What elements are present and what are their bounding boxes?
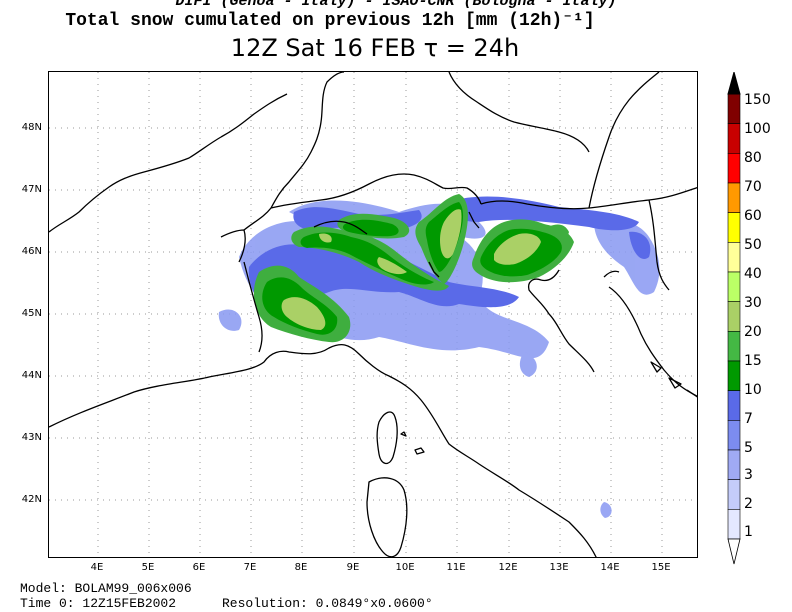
colorbar-label-150: 150 xyxy=(744,92,771,108)
snow-shading-yellow-green-20mm xyxy=(281,209,541,330)
colorbar-cell xyxy=(727,212,741,243)
lon-label-5e: 5E xyxy=(141,562,155,573)
model-info: Model: BOLAM99_006x006 xyxy=(20,581,192,596)
colorbar-cell xyxy=(727,301,741,332)
lon-label-10e: 10E xyxy=(395,562,415,573)
colorbar-cell xyxy=(727,331,741,362)
colorbar-top-arrow xyxy=(727,72,741,95)
colorbar-cell xyxy=(727,509,741,540)
colorbar-label-7: 7 xyxy=(744,411,753,427)
lon-label-11e: 11E xyxy=(446,562,466,573)
colorbar-label-50: 50 xyxy=(744,237,762,253)
lat-label-47n: 47N xyxy=(21,184,42,195)
colorbar-label-2: 2 xyxy=(744,496,753,512)
map-title: Total snow cumulated on previous 12h [mm… xyxy=(65,11,595,31)
colorbar-cell xyxy=(727,420,741,451)
colorbar-cell xyxy=(727,242,741,273)
colorbar-cell xyxy=(727,479,741,510)
colorbar-bottom-arrow xyxy=(727,538,741,565)
lon-label-7e: 7E xyxy=(243,562,257,573)
colorbar-label-5: 5 xyxy=(744,440,753,456)
lon-label-13e: 13E xyxy=(549,562,569,573)
colorbar-label-3: 3 xyxy=(744,467,753,483)
colorbar-cell xyxy=(727,390,741,421)
colorbar-label-20: 20 xyxy=(744,324,762,340)
colorbar-cell xyxy=(727,182,741,213)
colorbar-cell xyxy=(727,123,741,154)
lon-label-14e: 14E xyxy=(600,562,620,573)
lat-label-48n: 48N xyxy=(21,122,42,133)
snow-map xyxy=(49,72,697,557)
lon-label-9e: 9E xyxy=(346,562,360,573)
colorbar-label-10: 10 xyxy=(744,382,762,398)
colorbar-label-1: 1 xyxy=(744,524,753,540)
lon-label-15e: 15E xyxy=(651,562,671,573)
colorbar-cell xyxy=(727,153,741,184)
lon-label-6e: 6E xyxy=(192,562,206,573)
colorbar-cell xyxy=(727,93,741,124)
colorbar-label-15: 15 xyxy=(744,353,762,369)
time-zero-info: Time 0: 12Z15FEB2002 xyxy=(20,596,177,611)
colorbar-label-80: 80 xyxy=(744,150,762,166)
lon-label-8e: 8E xyxy=(294,562,308,573)
lat-label-44n: 44N xyxy=(21,370,42,381)
coastlines-and-borders xyxy=(49,72,697,557)
colorbar-legend xyxy=(727,72,741,565)
lon-label-4e: 4E xyxy=(90,562,104,573)
lon-label-12e: 12E xyxy=(498,562,518,573)
lat-label-43n: 43N xyxy=(21,432,42,443)
colorbar-label-40: 40 xyxy=(744,266,762,282)
map-panel xyxy=(48,71,698,558)
colorbar-cell xyxy=(727,271,741,302)
colorbar-label-70: 70 xyxy=(744,179,762,195)
colorbar-cell xyxy=(727,449,741,480)
forecast-time-label: 12Z Sat 16 FEB τ = 24h xyxy=(230,34,520,62)
resolution-info: Resolution: 0.0849°x0.0600° xyxy=(222,596,433,611)
lat-label-46n: 46N xyxy=(21,246,42,257)
colorbar-label-60: 60 xyxy=(744,208,762,224)
colorbar-label-30: 30 xyxy=(744,295,762,311)
institution-header: DIFI (Genoa - Italy) - ISAO-CNR (Bologna… xyxy=(175,0,617,10)
lat-label-42n: 42N xyxy=(21,494,42,505)
colorbar-cell xyxy=(727,360,741,391)
lat-label-45n: 45N xyxy=(21,308,42,319)
colorbar-label-100: 100 xyxy=(744,121,771,137)
